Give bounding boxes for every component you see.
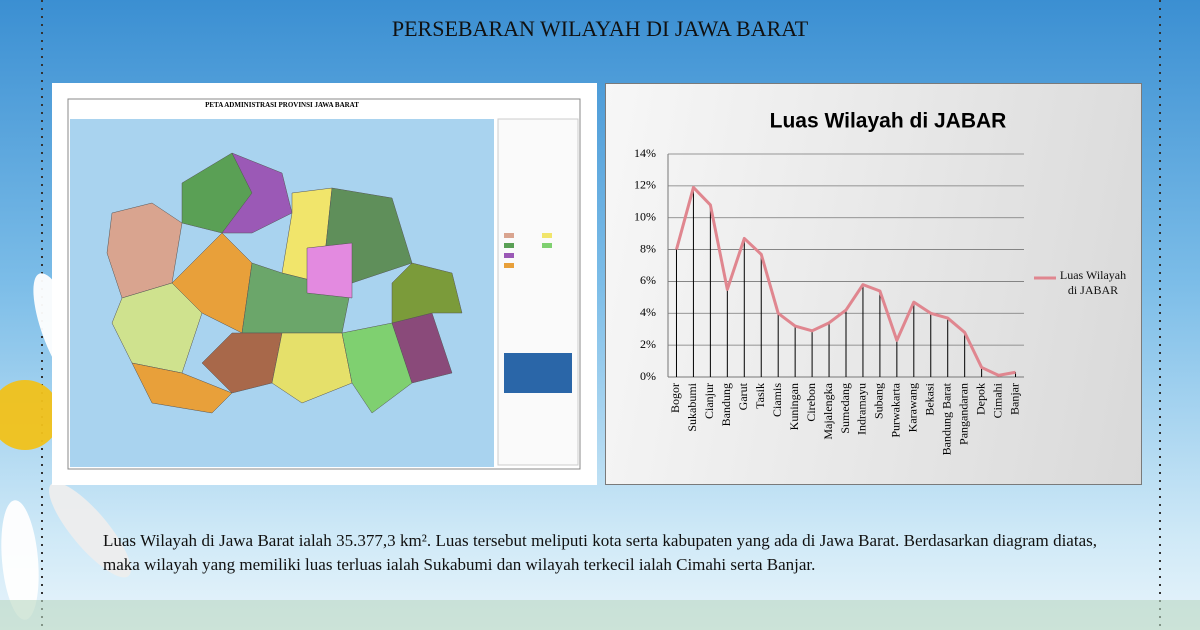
chart-panel: Luas Wilayah di JABAR 0% 2% 4% 6% 8% 10% 12% 14… bbox=[605, 83, 1142, 485]
x-tick-label: Cirebon bbox=[804, 383, 818, 422]
x-tick-label: Pangandaran bbox=[956, 383, 970, 445]
chart-title: Luas Wilayah di JABAR bbox=[770, 110, 1007, 133]
x-tick-label: Sumedang bbox=[838, 383, 852, 434]
grass bbox=[0, 600, 1200, 630]
x-tick-label: Banjar bbox=[1007, 383, 1021, 415]
legend-label: Luas Wilayah di JABAR bbox=[1059, 268, 1127, 297]
x-tick-label: Subang bbox=[872, 383, 886, 419]
map-legend bbox=[497, 118, 579, 466]
y-tick-label: 4% bbox=[640, 305, 656, 319]
body-text: Luas Wilayah di Jawa Barat ialah 35.377,… bbox=[103, 531, 1097, 574]
x-tick-label: Majalengka bbox=[821, 382, 835, 439]
map-title: PETA ADMINISTRASI PROVINSI JAWA BARAT bbox=[205, 101, 359, 109]
y-tick-label: 8% bbox=[640, 241, 656, 255]
x-tick-label: Ciamis bbox=[770, 383, 784, 417]
x-tick-label: Bandung bbox=[719, 383, 733, 426]
map-regions bbox=[106, 152, 463, 414]
page-title: PERSEBARAN WILAYAH DI JAWA BARAT bbox=[391, 16, 809, 41]
x-tick-label: Tasik bbox=[753, 383, 767, 409]
y-tick-label: 14% bbox=[634, 146, 656, 160]
y-tick-label: 2% bbox=[640, 337, 656, 351]
x-tick-label: Karawang bbox=[906, 383, 920, 432]
x-tick-label: Cianjur bbox=[702, 383, 716, 419]
legend-box: Luas Wilayah di JABAR bbox=[1059, 268, 1127, 297]
y-tick-label: 0% bbox=[640, 369, 656, 383]
data-line bbox=[675, 185, 1016, 377]
x-tick-label: Depok bbox=[973, 383, 987, 415]
y-tick-label: 6% bbox=[640, 273, 656, 287]
x-tick-label: Kuningan bbox=[787, 383, 801, 430]
y-tick-label: 12% bbox=[634, 178, 656, 192]
x-tick-label: Indramayu bbox=[855, 383, 869, 435]
y-tick-label: 10% bbox=[634, 209, 656, 223]
x-tick-label: Sukabumi bbox=[685, 382, 699, 431]
x-tick-label: Garut bbox=[736, 382, 750, 410]
x-tick-label: Purwakarta bbox=[889, 382, 903, 437]
x-tick-label: Bandung Barat bbox=[939, 382, 953, 455]
chart: Luas Wilayah di JABAR 0% 2% 4% 6% 8% 10% 12% 14… bbox=[634, 110, 1127, 456]
map-frame bbox=[67, 98, 581, 470]
map-panel: PETA ADMINISTRASI PROVINSI JAWA BARAT bbox=[52, 83, 597, 485]
x-tick-label: Cimahi bbox=[990, 382, 1004, 418]
x-tick-label: Bogor bbox=[668, 383, 682, 413]
x-tick-label: Bekasi bbox=[923, 382, 937, 415]
